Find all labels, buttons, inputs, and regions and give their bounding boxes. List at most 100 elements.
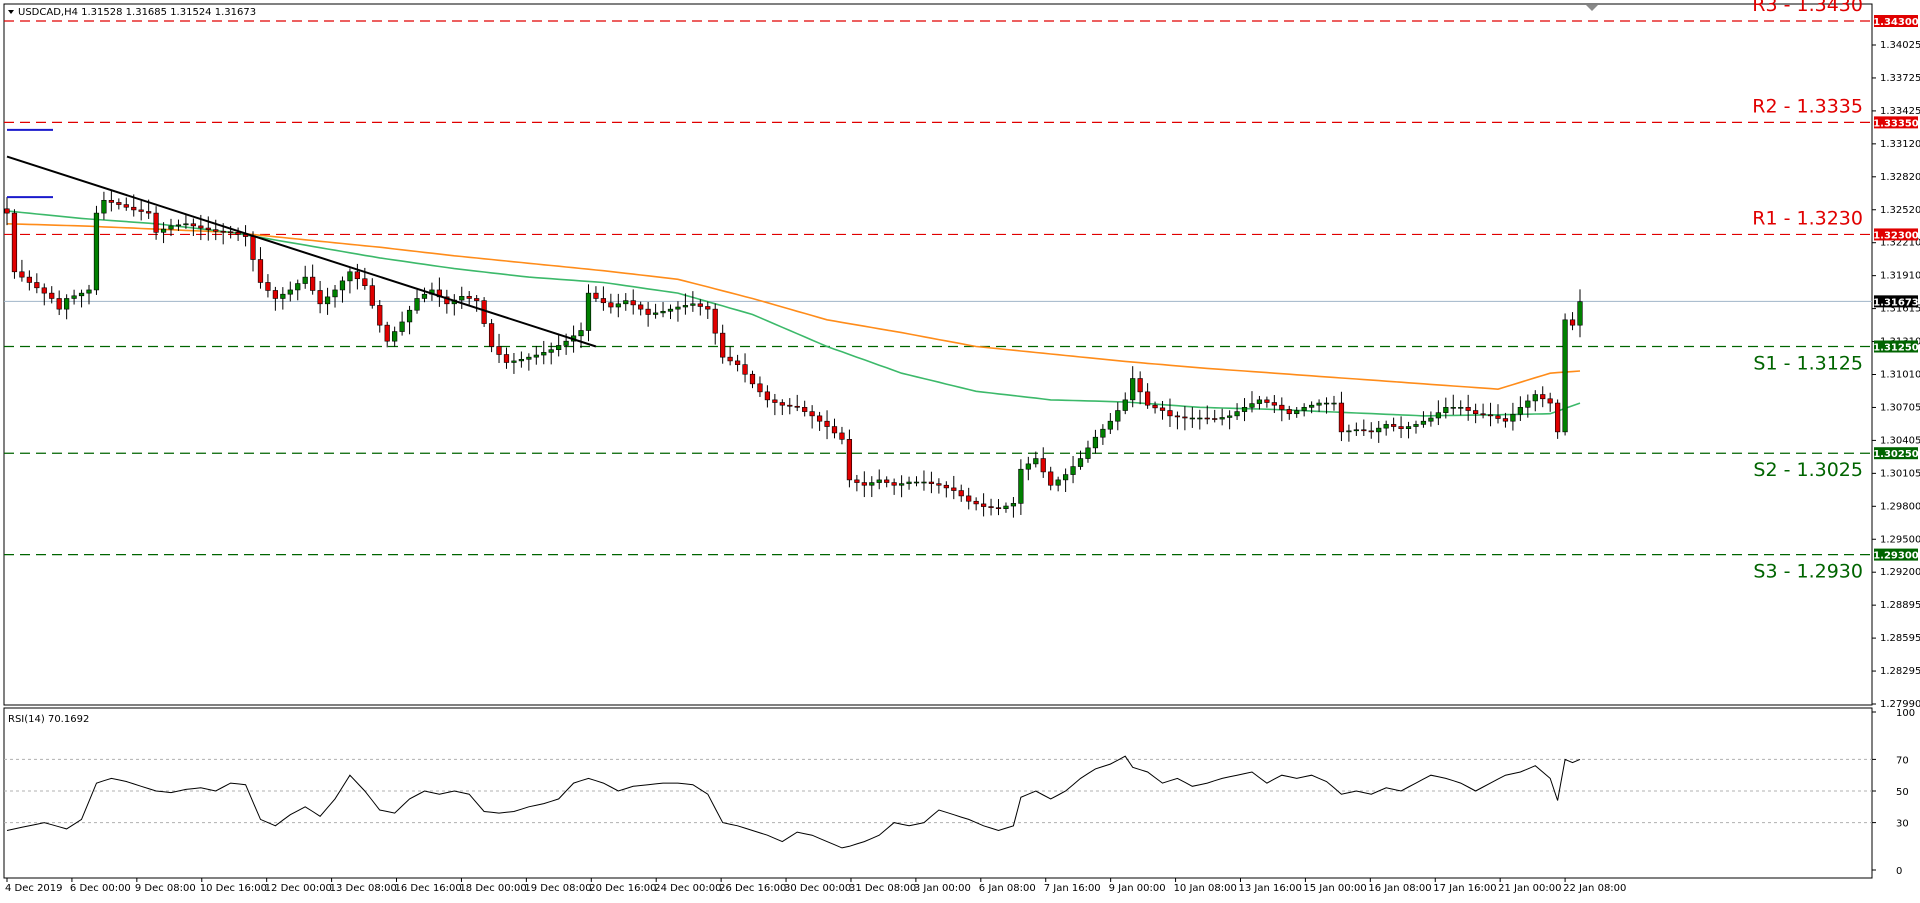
candle-body bbox=[1405, 426, 1412, 429]
candle-body bbox=[839, 432, 845, 440]
candle bbox=[1070, 456, 1076, 484]
candle-body bbox=[1107, 420, 1113, 430]
candle-body bbox=[1510, 413, 1516, 422]
candle bbox=[64, 294, 70, 320]
candle-body bbox=[1182, 416, 1188, 419]
candle bbox=[1540, 386, 1546, 408]
candle-body bbox=[936, 483, 942, 486]
candle-body bbox=[928, 481, 935, 484]
candle-body bbox=[317, 290, 323, 305]
candle-body bbox=[56, 298, 62, 310]
candle bbox=[287, 281, 293, 302]
price-axis-label: 1.28595 bbox=[1880, 633, 1920, 644]
candle bbox=[861, 471, 867, 498]
candle-body bbox=[705, 306, 711, 310]
candle bbox=[1473, 403, 1479, 424]
candle-body bbox=[1167, 410, 1173, 417]
level-price-tag bbox=[1874, 340, 1918, 353]
candle-body bbox=[1018, 468, 1024, 504]
time-axis-label: 3 Jan 00:00 bbox=[914, 883, 971, 894]
level-label: R1 - 1.3230 bbox=[1752, 207, 1863, 229]
time-axis-label: 16 Dec 16:00 bbox=[395, 883, 462, 894]
current-price-tag-text: 1.31673 bbox=[1873, 297, 1919, 308]
candle-body bbox=[966, 495, 972, 502]
candle-body bbox=[973, 500, 979, 505]
candle bbox=[49, 286, 55, 304]
current-price-tag bbox=[1874, 295, 1918, 308]
time-axis-label: 16 Jan 08:00 bbox=[1368, 883, 1431, 894]
price-axis-group: 1.34025 1.33725 1.33425 1.33120 1.32820 1.325… bbox=[1872, 40, 1920, 710]
candle bbox=[257, 247, 264, 289]
candle bbox=[1450, 394, 1456, 415]
candle bbox=[787, 398, 793, 415]
candle bbox=[913, 476, 920, 487]
candle-body bbox=[593, 292, 599, 299]
candle-body bbox=[310, 276, 316, 291]
rsi-axis-label: 50 bbox=[1896, 787, 1909, 798]
candle-body bbox=[720, 332, 726, 358]
candle bbox=[742, 353, 748, 383]
candle-body bbox=[1189, 417, 1195, 420]
candle-body bbox=[831, 426, 838, 434]
candle-body bbox=[585, 292, 592, 331]
time-axis-label: 6 Jan 08:00 bbox=[979, 883, 1036, 894]
candle-body bbox=[108, 199, 114, 203]
candle-body bbox=[980, 503, 987, 507]
candle bbox=[1495, 404, 1501, 424]
candle bbox=[1085, 440, 1091, 463]
candle-body bbox=[1391, 424, 1397, 427]
candle-body bbox=[220, 230, 226, 233]
levels-group: R3 - 1.3430 R2 - 1.3335 R1 - 1.3230 S1 - 1.… bbox=[4, 0, 1872, 583]
candle-body bbox=[1309, 404, 1315, 408]
candle-body bbox=[906, 481, 912, 484]
time-axis-label: 21 Jan 00:00 bbox=[1498, 883, 1561, 894]
candle-body bbox=[1137, 378, 1143, 393]
candle bbox=[1234, 403, 1240, 420]
candle-body bbox=[623, 300, 629, 305]
time-axis-label: 17 Jan 16:00 bbox=[1433, 883, 1496, 894]
candle-body bbox=[1465, 407, 1471, 411]
candle bbox=[1271, 395, 1277, 414]
candle-body bbox=[1480, 413, 1486, 416]
dropdown-triangle-icon[interactable] bbox=[8, 10, 14, 14]
candle-body bbox=[660, 310, 666, 314]
candle-body bbox=[324, 296, 331, 305]
candle-body bbox=[421, 293, 428, 299]
candle bbox=[734, 354, 741, 372]
time-axis-label: 4 Dec 2019 bbox=[5, 883, 63, 894]
candle bbox=[1003, 502, 1009, 513]
scroll-marker-icon[interactable] bbox=[1586, 5, 1598, 11]
level-price-tag-text: 1.32300 bbox=[1873, 230, 1919, 241]
candle-body bbox=[727, 356, 733, 362]
candle bbox=[608, 293, 614, 314]
candle-body bbox=[995, 507, 1002, 510]
candle bbox=[41, 283, 47, 306]
candle bbox=[1107, 413, 1113, 434]
candle bbox=[56, 290, 62, 316]
rsi-axis-label: 100 bbox=[1896, 708, 1915, 719]
candle bbox=[727, 346, 733, 366]
candle-body bbox=[250, 236, 256, 260]
candle bbox=[1204, 405, 1210, 425]
time-axis-label: 24 Dec 00:00 bbox=[654, 883, 721, 894]
candle bbox=[1137, 371, 1143, 405]
candle bbox=[988, 498, 994, 516]
candle-body bbox=[280, 293, 286, 299]
candle bbox=[891, 478, 897, 495]
candle bbox=[1323, 397, 1330, 414]
candle bbox=[585, 284, 592, 342]
candle bbox=[1092, 429, 1099, 454]
rsi-line bbox=[6, 755, 1581, 849]
time-axis-label: 22 Jan 08:00 bbox=[1563, 883, 1626, 894]
candle-body bbox=[794, 405, 800, 408]
candle-body bbox=[1010, 503, 1017, 507]
candle-body bbox=[339, 280, 346, 291]
candle-body bbox=[1361, 429, 1367, 432]
level-label: S3 - 1.2930 bbox=[1753, 561, 1863, 583]
candle-body bbox=[41, 287, 47, 294]
candle-body bbox=[1443, 407, 1449, 413]
markers-group bbox=[7, 128, 53, 199]
candle bbox=[1510, 402, 1516, 431]
candle bbox=[615, 293, 621, 318]
